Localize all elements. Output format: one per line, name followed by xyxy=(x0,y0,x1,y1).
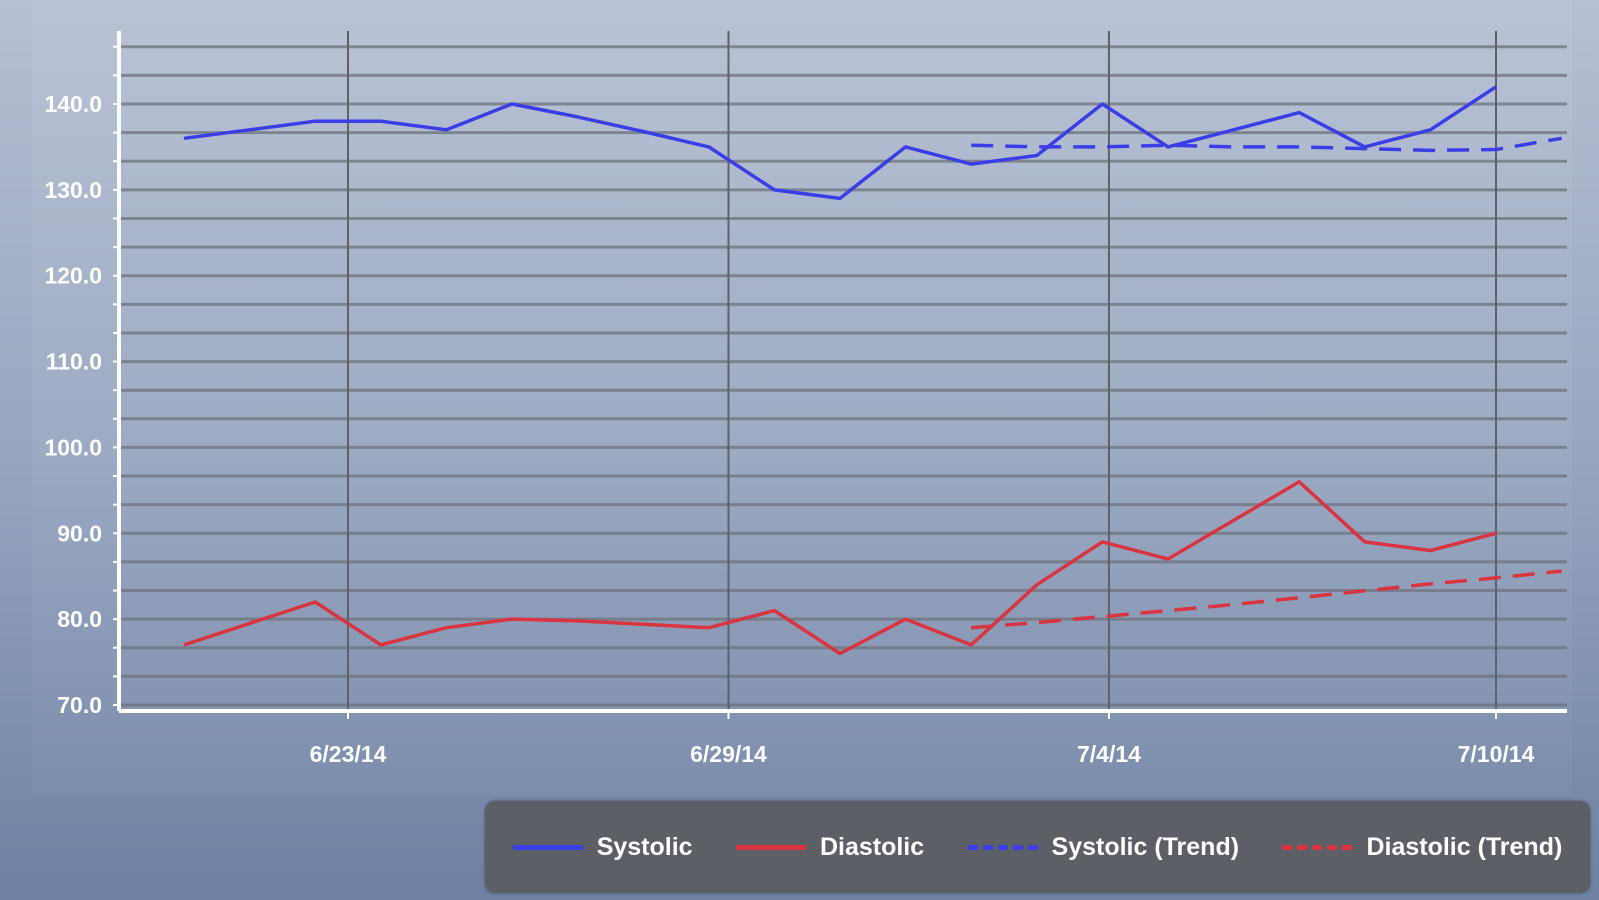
x-tick-label: 6/23/14 xyxy=(310,741,387,767)
legend-item-systolic-trend: Systolic (Trend) xyxy=(967,832,1240,862)
x-tick-label: 7/4/14 xyxy=(1077,741,1141,767)
y-tick-label: 90.0 xyxy=(57,520,102,546)
series-line-systolic-trend xyxy=(971,136,1562,153)
legend-label: Diastolic (Trend) xyxy=(1366,832,1563,861)
y-tick-label: 130.0 xyxy=(44,177,102,203)
legend: Systolic Diastolic Systolic (Trend) Dias… xyxy=(485,801,1590,893)
series-line-systolic xyxy=(183,85,1497,201)
legend-item-systolic: Systolic xyxy=(512,832,693,862)
legend-swatch-diastolic xyxy=(735,844,806,850)
y-tick-label: 80.0 xyxy=(57,606,102,632)
series-line-diastolic xyxy=(183,480,1497,656)
legend-item-diastolic: Diastolic xyxy=(735,832,925,862)
y-tick-label: 100.0 xyxy=(44,434,102,460)
series-line-diastolic-trend xyxy=(971,569,1562,630)
blood-pressure-chart: 6/23/14 6/29/14 7/4/14 7/10/14 70.0 80.0 90.0 1… xyxy=(44,31,1567,767)
legend-label: Diastolic xyxy=(819,832,925,861)
legend-swatch-diastolic-trend xyxy=(1282,844,1353,850)
y-tick-label: 70.0 xyxy=(57,692,102,718)
legend-swatch-systolic xyxy=(512,844,583,850)
x-tick-label: 6/29/14 xyxy=(690,741,767,767)
y-tick-label: 110.0 xyxy=(46,349,102,375)
legend-swatch-systolic-trend xyxy=(967,844,1038,850)
legend-label: Systolic xyxy=(596,832,693,861)
legend-label: Systolic (Trend) xyxy=(1051,832,1240,861)
legend-item-diastolic-trend: Diastolic (Trend) xyxy=(1282,833,1562,862)
y-tick-label: 140.0 xyxy=(44,91,102,117)
y-tick-label: 120.0 xyxy=(44,263,102,289)
x-tick-label: 7/10/14 xyxy=(1458,741,1535,767)
